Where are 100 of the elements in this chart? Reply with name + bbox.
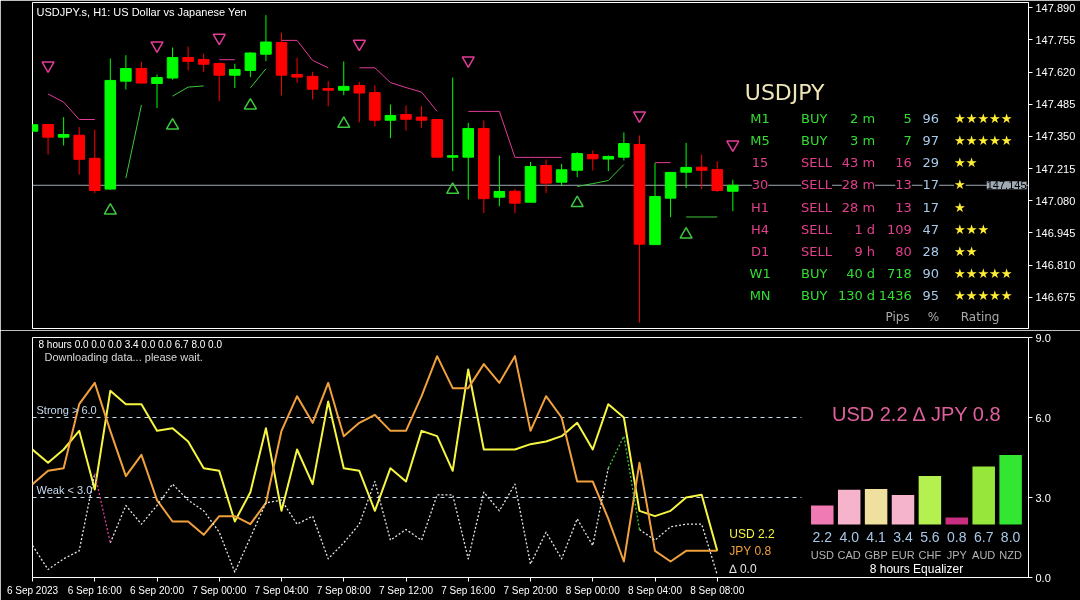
y-tick-label: 147.350 bbox=[1035, 130, 1076, 143]
text: SELL bbox=[801, 199, 833, 215]
text: 43 m bbox=[841, 155, 876, 171]
y-tick-label: 0.0 bbox=[1035, 571, 1051, 584]
point bbox=[679, 226, 693, 239]
data-label: 3.4 bbox=[893, 528, 913, 545]
chart-title: USD 2.2 ∆ JPY 0.8 bbox=[831, 403, 1001, 426]
candlestick bbox=[322, 80, 334, 107]
candlestick bbox=[337, 60, 350, 96]
text: ★★★★★ bbox=[954, 111, 1013, 127]
category-label: 30 bbox=[751, 177, 769, 193]
chart-title: 8 hours 0.0 0.0 0.0 3.4 0.0 0.0 6.7 8.0 0.0 bbox=[38, 339, 223, 350]
text: 40 d bbox=[846, 265, 876, 281]
candlestick bbox=[384, 103, 397, 139]
ref-line-label: 147.145 bbox=[986, 179, 1027, 192]
point bbox=[352, 39, 367, 52]
candlestick bbox=[446, 77, 459, 172]
data-label: 0.8 bbox=[947, 528, 967, 545]
candlestick bbox=[695, 154, 708, 190]
x-tick-label: CHF bbox=[918, 548, 942, 561]
x-tick-label: 7 Sep 12:00 bbox=[379, 584, 434, 596]
point bbox=[445, 182, 460, 195]
text: 28 bbox=[922, 243, 940, 259]
text: 13 bbox=[895, 177, 912, 193]
text: 80 bbox=[895, 243, 912, 259]
text: ★★★ bbox=[954, 221, 990, 237]
text: USDJPY bbox=[744, 80, 826, 105]
text: BUY bbox=[801, 111, 828, 127]
candlestick bbox=[571, 151, 583, 178]
x-tick-label: USD bbox=[810, 548, 834, 561]
x-tick-label: NZD bbox=[999, 548, 1022, 561]
point bbox=[570, 195, 584, 208]
x-tick-label: 8 Sep 00:00 bbox=[565, 584, 621, 596]
y-tick-label: 147.485 bbox=[1035, 98, 1076, 111]
text: 718 bbox=[886, 265, 912, 281]
x-tick-label: 6 Sep 20:00 bbox=[130, 584, 185, 596]
text: SELL bbox=[801, 243, 833, 259]
category-label: M1 bbox=[750, 111, 770, 127]
y-tick-label: 9.0 bbox=[1035, 331, 1051, 344]
x-tick-label: 7 Sep 00:00 bbox=[192, 584, 247, 596]
candlestick bbox=[213, 62, 226, 102]
annotation: Downloading data... please wait. bbox=[44, 350, 203, 363]
category-label: Rating bbox=[960, 310, 1000, 325]
candlestick bbox=[151, 73, 163, 109]
x-tick-label: 7 Sep 08:00 bbox=[316, 584, 372, 596]
text: ★★★★★ bbox=[954, 287, 1013, 303]
point bbox=[41, 61, 55, 74]
text: ★★★★★ bbox=[954, 133, 1013, 149]
text: 109 bbox=[886, 221, 912, 237]
bar bbox=[972, 466, 995, 525]
series-label: ∆ 0.0 bbox=[729, 561, 757, 576]
candlestick bbox=[244, 51, 257, 78]
candlestick bbox=[260, 14, 272, 62]
text: 97 bbox=[922, 133, 940, 149]
annotation: 8 hours Equalizer bbox=[869, 561, 964, 576]
text: BUY bbox=[801, 133, 828, 149]
text: 96 bbox=[922, 111, 940, 127]
y-tick-label: 6.0 bbox=[1035, 411, 1051, 424]
text: 13 bbox=[895, 199, 912, 215]
text: ★ bbox=[954, 177, 966, 193]
candlestick bbox=[291, 57, 303, 84]
text: 1436 bbox=[878, 287, 912, 303]
text: 28 m bbox=[841, 177, 876, 193]
bar bbox=[945, 517, 969, 525]
candlestick bbox=[618, 131, 630, 161]
x-tick-label: JPY bbox=[946, 548, 968, 561]
candlestick bbox=[555, 163, 568, 187]
candlestick bbox=[400, 104, 412, 131]
text: 28 m bbox=[841, 199, 876, 215]
data-label: 8.0 bbox=[1000, 528, 1021, 545]
category-label: H4 bbox=[751, 221, 770, 237]
chart-title: USDJPY.s, H1: US Dollar vs Japanese Yen bbox=[36, 5, 247, 18]
bar bbox=[918, 475, 942, 525]
text: 29 bbox=[922, 155, 940, 171]
bar bbox=[999, 455, 1022, 525]
y-tick-label: 147.215 bbox=[1035, 162, 1076, 175]
text: BUY bbox=[801, 265, 828, 281]
point bbox=[337, 116, 351, 129]
point bbox=[103, 202, 118, 215]
candlestick bbox=[711, 160, 724, 193]
point bbox=[150, 41, 164, 54]
x-tick-label: 6 Sep 16:00 bbox=[67, 584, 123, 596]
candlestick bbox=[509, 188, 521, 214]
text: 2 m bbox=[850, 111, 876, 127]
candlestick bbox=[197, 53, 210, 73]
y-tick-label: 146.810 bbox=[1035, 259, 1076, 272]
text: 95 bbox=[922, 287, 940, 303]
ref-line-label: Weak < 3.0 bbox=[36, 483, 93, 496]
text: 17 bbox=[922, 199, 940, 215]
series-label: USD 2.2 bbox=[729, 526, 775, 541]
bar bbox=[864, 488, 888, 525]
text: ★★ bbox=[954, 155, 978, 171]
candlestick bbox=[182, 46, 194, 71]
text: ★★ bbox=[954, 243, 978, 259]
data-label: 2.2 bbox=[812, 528, 833, 545]
bar bbox=[811, 505, 834, 525]
candlestick bbox=[57, 116, 70, 146]
candlestick bbox=[540, 159, 552, 194]
point bbox=[632, 111, 647, 124]
candlestick bbox=[229, 63, 241, 89]
